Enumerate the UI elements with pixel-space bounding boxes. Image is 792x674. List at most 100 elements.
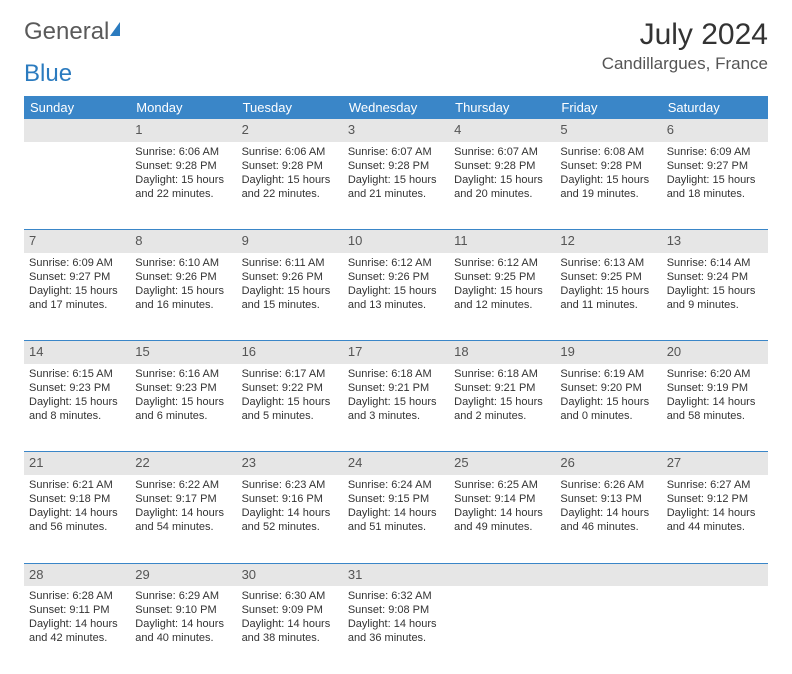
- day-info-line: Sunrise: 6:06 AM: [242, 145, 338, 159]
- day-info-line: Daylight: 15 hours: [29, 284, 125, 298]
- day-info-line: Sunset: 9:11 PM: [29, 603, 125, 617]
- logo-text-general: General: [24, 18, 109, 46]
- day-number-cell: 15: [130, 341, 236, 364]
- day-info-line: Daylight: 14 hours: [29, 617, 125, 631]
- day-info-line: Sunrise: 6:17 AM: [242, 367, 338, 381]
- day-info-line: Sunrise: 6:12 AM: [454, 256, 550, 270]
- day-info-line: Sunrise: 6:07 AM: [348, 145, 444, 159]
- day-info-line: and 54 minutes.: [135, 520, 231, 534]
- day-cell: Sunrise: 6:32 AMSunset: 9:08 PMDaylight:…: [343, 586, 449, 674]
- day-info-line: Sunset: 9:28 PM: [560, 159, 656, 173]
- day-info-line: Daylight: 14 hours: [454, 506, 550, 520]
- day-info-line: Sunset: 9:17 PM: [135, 492, 231, 506]
- title-block: July 2024 Candillargues, France: [602, 18, 768, 74]
- day-info-line: Daylight: 14 hours: [348, 617, 444, 631]
- day-cell: Sunrise: 6:17 AMSunset: 9:22 PMDaylight:…: [237, 364, 343, 452]
- day-info-line: and 17 minutes.: [29, 298, 125, 312]
- day-info-line: Sunrise: 6:10 AM: [135, 256, 231, 270]
- day-info-line: and 0 minutes.: [560, 409, 656, 423]
- day-info-line: Sunrise: 6:23 AM: [242, 478, 338, 492]
- logo: General: [24, 18, 120, 46]
- day-info-line: Daylight: 14 hours: [667, 506, 763, 520]
- day-info-line: Sunset: 9:21 PM: [454, 381, 550, 395]
- day-info-line: Sunrise: 6:28 AM: [29, 589, 125, 603]
- day-info-line: Sunrise: 6:21 AM: [29, 478, 125, 492]
- day-number-cell: 27: [662, 452, 768, 475]
- day-info-line: and 22 minutes.: [135, 187, 231, 201]
- weekday-header: Wednesday: [343, 96, 449, 119]
- day-info-line: and 58 minutes.: [667, 409, 763, 423]
- day-info-line: Sunset: 9:23 PM: [29, 381, 125, 395]
- page-title: July 2024: [602, 18, 768, 52]
- day-cell: Sunrise: 6:25 AMSunset: 9:14 PMDaylight:…: [449, 475, 555, 563]
- day-info-line: and 13 minutes.: [348, 298, 444, 312]
- location-label: Candillargues, France: [602, 54, 768, 74]
- day-number-cell: 11: [449, 230, 555, 253]
- day-info-line: Sunset: 9:25 PM: [454, 270, 550, 284]
- day-number-cell: 30: [237, 564, 343, 587]
- day-number-cell: 26: [555, 452, 661, 475]
- day-info-line: Daylight: 15 hours: [348, 284, 444, 298]
- day-number-cell: 23: [237, 452, 343, 475]
- day-info-line: Sunrise: 6:19 AM: [560, 367, 656, 381]
- day-info-line: Daylight: 14 hours: [242, 617, 338, 631]
- day-info-line: Sunset: 9:13 PM: [560, 492, 656, 506]
- day-info-line: and 15 minutes.: [242, 298, 338, 312]
- day-info-line: Sunrise: 6:24 AM: [348, 478, 444, 492]
- day-cell: [662, 586, 768, 674]
- day-info-line: and 56 minutes.: [29, 520, 125, 534]
- logo-text-blue: Blue: [24, 60, 72, 88]
- day-number-cell: 6: [662, 119, 768, 142]
- day-number-cell: 18: [449, 341, 555, 364]
- day-number-cell: 1: [130, 119, 236, 142]
- day-cell: Sunrise: 6:07 AMSunset: 9:28 PMDaylight:…: [343, 142, 449, 230]
- day-info-line: Sunrise: 6:09 AM: [29, 256, 125, 270]
- day-info-line: Daylight: 14 hours: [667, 395, 763, 409]
- day-number-cell: [24, 119, 130, 142]
- day-info-line: Sunrise: 6:18 AM: [348, 367, 444, 381]
- day-cell: Sunrise: 6:21 AMSunset: 9:18 PMDaylight:…: [24, 475, 130, 563]
- day-info-line: Sunrise: 6:25 AM: [454, 478, 550, 492]
- weekday-header: Thursday: [449, 96, 555, 119]
- day-cell: Sunrise: 6:28 AMSunset: 9:11 PMDaylight:…: [24, 586, 130, 674]
- day-cell: Sunrise: 6:18 AMSunset: 9:21 PMDaylight:…: [343, 364, 449, 452]
- day-info-line: Daylight: 15 hours: [667, 173, 763, 187]
- day-info-line: Sunset: 9:28 PM: [454, 159, 550, 173]
- day-info-line: Daylight: 15 hours: [454, 395, 550, 409]
- day-info-line: Sunset: 9:27 PM: [29, 270, 125, 284]
- day-number-cell: 31: [343, 564, 449, 587]
- day-number-cell: [662, 564, 768, 587]
- day-info-line: Daylight: 14 hours: [242, 506, 338, 520]
- day-number-cell: 24: [343, 452, 449, 475]
- day-info-line: and 12 minutes.: [454, 298, 550, 312]
- day-cell: Sunrise: 6:27 AMSunset: 9:12 PMDaylight:…: [662, 475, 768, 563]
- day-cell: Sunrise: 6:22 AMSunset: 9:17 PMDaylight:…: [130, 475, 236, 563]
- logo-triangle-icon: [110, 22, 120, 36]
- day-info-line: and 46 minutes.: [560, 520, 656, 534]
- day-info-line: Sunset: 9:14 PM: [454, 492, 550, 506]
- day-number-cell: 9: [237, 230, 343, 253]
- day-info-line: and 19 minutes.: [560, 187, 656, 201]
- day-info-line: and 22 minutes.: [242, 187, 338, 201]
- day-info-line: Daylight: 15 hours: [667, 284, 763, 298]
- day-cell: Sunrise: 6:06 AMSunset: 9:28 PMDaylight:…: [237, 142, 343, 230]
- calendar-table: SundayMondayTuesdayWednesdayThursdayFrid…: [24, 96, 768, 674]
- day-cell: Sunrise: 6:12 AMSunset: 9:26 PMDaylight:…: [343, 253, 449, 341]
- day-cell: Sunrise: 6:24 AMSunset: 9:15 PMDaylight:…: [343, 475, 449, 563]
- day-number-cell: 10: [343, 230, 449, 253]
- day-cell: Sunrise: 6:26 AMSunset: 9:13 PMDaylight:…: [555, 475, 661, 563]
- weekday-header: Saturday: [662, 96, 768, 119]
- day-info-line: Sunset: 9:27 PM: [667, 159, 763, 173]
- day-info-line: Daylight: 14 hours: [29, 506, 125, 520]
- day-number-cell: [449, 564, 555, 587]
- day-number-cell: 22: [130, 452, 236, 475]
- day-number-cell: 25: [449, 452, 555, 475]
- day-info-line: Sunrise: 6:12 AM: [348, 256, 444, 270]
- day-info-line: Sunrise: 6:27 AM: [667, 478, 763, 492]
- day-info-line: Sunrise: 6:11 AM: [242, 256, 338, 270]
- day-info-line: and 8 minutes.: [29, 409, 125, 423]
- day-info-line: Sunset: 9:23 PM: [135, 381, 231, 395]
- day-number-cell: 8: [130, 230, 236, 253]
- day-info-line: Sunrise: 6:16 AM: [135, 367, 231, 381]
- day-cell: Sunrise: 6:19 AMSunset: 9:20 PMDaylight:…: [555, 364, 661, 452]
